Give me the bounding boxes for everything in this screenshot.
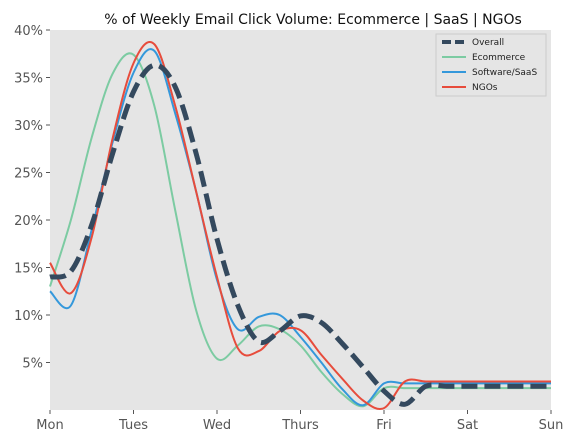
y-tick-label: 35% <box>14 72 43 87</box>
x-tick-label: Fri <box>376 418 392 433</box>
y-tick-label: 10% <box>14 309 43 324</box>
legend-label: Ecommerce <box>472 53 526 63</box>
x-tick-label: Sat <box>457 418 478 433</box>
legend: Overall Ecommerce Software/SaaS NGOs <box>435 33 547 97</box>
y-tick-label: 20% <box>14 214 43 229</box>
legend-label: Software/SaaS <box>472 68 537 78</box>
axes: 5% 10% 15% 20% 25% 30% 35% 40% Mon Tues Wed Thurs Fr… <box>14 24 563 433</box>
series-lines <box>49 41 551 410</box>
y-tick-label: 40% <box>14 24 43 39</box>
x-tick-label: Tues <box>118 418 148 433</box>
x-tick-label: Thurs <box>281 418 319 433</box>
series-line-ngos <box>49 41 551 410</box>
y-tick-label: 30% <box>14 119 43 134</box>
legend-box <box>435 33 547 97</box>
legend-label: Overall <box>472 38 504 48</box>
y-tick-label: 15% <box>14 262 43 277</box>
legend-label: NGOs <box>472 83 498 93</box>
x-tick-label: Sun <box>539 418 564 433</box>
y-tick-label: 25% <box>14 167 43 182</box>
chart-title: % of Weekly Email Click Volume: Ecommerc… <box>104 12 522 28</box>
x-tick-label: Wed <box>203 418 231 433</box>
x-tick-label: Mon <box>36 418 63 433</box>
y-tick-label: 5% <box>22 357 43 372</box>
series-line-overall <box>49 62 551 407</box>
